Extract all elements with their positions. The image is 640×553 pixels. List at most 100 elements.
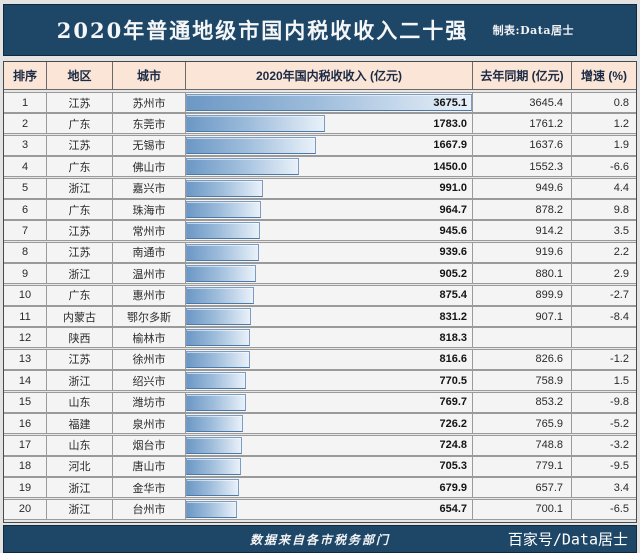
city-cell: 惠州市	[113, 285, 186, 305]
region-cell: 广东	[47, 285, 113, 305]
ranking-table: 排序 地区 城市 2020年国内税收收入 (亿元) 去年同期 (亿元) 增速 (…	[3, 61, 637, 523]
revenue-value: 875.4	[439, 289, 467, 302]
growth-cell: -2.7	[610, 289, 629, 302]
col-header-region: 地区	[47, 62, 113, 89]
city-cell: 台州市	[113, 499, 186, 519]
revenue-bar	[186, 329, 250, 347]
credit-label: 制表:Data居士	[492, 24, 574, 37]
page-title: 2020年普通地级市国内税收收入二十强	[56, 18, 469, 43]
growth-cell: -9.8	[610, 396, 629, 409]
table-row: 10 广东 惠州市 875.4 899.9 -2.7	[4, 284, 636, 306]
revenue-bar	[186, 436, 243, 454]
revenue-cell: 3675.1	[186, 93, 473, 112]
region-cell: 陕西	[47, 328, 113, 348]
city-cell: 常州市	[113, 221, 186, 241]
city-cell: 绍兴市	[113, 371, 186, 391]
city-cell: 金华市	[113, 478, 186, 498]
revenue-bar	[186, 500, 237, 518]
growth-cell: 3.4	[613, 481, 629, 494]
revenue-value: 654.7	[439, 503, 467, 516]
city-cell: 无锡市	[113, 135, 186, 155]
prev-year-cell: 758.9	[473, 371, 572, 391]
region-cell: 广东	[47, 114, 113, 134]
table-row: 16 福建 泉州市 726.2 765.9 -5.2	[4, 413, 636, 435]
growth-cell: 2.2	[613, 246, 629, 259]
rank-cell: 9	[4, 264, 47, 284]
revenue-bar	[186, 393, 246, 411]
revenue-bar	[186, 179, 264, 197]
revenue-cell: 945.6	[186, 221, 473, 241]
city-cell: 潍坊市	[113, 392, 186, 412]
prev-year-cell: 899.9	[473, 285, 572, 305]
city-cell: 烟台市	[113, 435, 186, 455]
revenue-value: 991.0	[439, 182, 467, 195]
growth-cell: 3.5	[613, 224, 629, 237]
rank-cell: 13	[4, 349, 47, 369]
revenue-bar	[186, 201, 262, 219]
rank-cell: 6	[4, 200, 47, 220]
table-row: 13 江苏 徐州市 816.6 826.6 -1.2	[4, 348, 636, 370]
rank-cell: 10	[4, 285, 47, 305]
revenue-bar	[186, 115, 325, 133]
region-cell: 江苏	[47, 349, 113, 369]
infographic: 2020年普通地级市国内税收收入二十强 制表:Data居士 排序 地区 城市 2…	[3, 4, 637, 553]
table-row: 1 江苏 苏州市 3675.1 3645.4 0.8	[4, 92, 636, 113]
city-cell: 南通市	[113, 242, 186, 262]
revenue-value: 816.6	[439, 353, 467, 366]
city-cell: 徐州市	[113, 349, 186, 369]
rank-cell: 20	[4, 499, 47, 519]
region-cell: 江苏	[47, 242, 113, 262]
growth-cell: -8.4	[610, 310, 629, 323]
prev-year-cell: 765.9	[473, 414, 572, 434]
rank-cell: 7	[4, 221, 47, 241]
prev-year-cell: 748.8	[473, 435, 572, 455]
revenue-cell: 939.6	[186, 242, 473, 262]
rank-cell: 11	[4, 307, 47, 327]
revenue-cell: 654.7	[186, 499, 473, 519]
revenue-value: 726.2	[439, 417, 467, 430]
revenue-value: 939.6	[439, 246, 467, 259]
region-cell: 内蒙古	[47, 307, 113, 327]
table-row: 8 江苏 南通市 939.6 919.6 2.2	[4, 241, 636, 263]
city-cell: 泉州市	[113, 414, 186, 434]
prev-year-cell: 1552.3	[473, 157, 572, 177]
city-cell: 鄂尔多斯	[113, 307, 186, 327]
revenue-cell: 724.8	[186, 435, 473, 455]
rank-cell: 1	[4, 93, 47, 112]
region-cell: 山东	[47, 392, 113, 412]
table-row: 15 山东 潍坊市 769.7 853.2 -9.8	[4, 391, 636, 413]
revenue-cell: 1667.9	[186, 135, 473, 155]
revenue-cell: 769.7	[186, 392, 473, 412]
table-body: 1 江苏 苏州市 3675.1 3645.4 0.8 2 广东 东莞市 1783…	[4, 90, 636, 522]
revenue-bar	[186, 350, 250, 368]
rank-cell: 12	[4, 328, 47, 348]
revenue-bar	[186, 136, 316, 154]
rank-cell: 17	[4, 435, 47, 455]
growth-cell: 4.4	[613, 182, 629, 195]
table-row: 18 河北 唐山市 705.3 779.1 -9.5	[4, 455, 636, 477]
revenue-bar	[186, 158, 299, 176]
revenue-value: 1450.0	[433, 160, 467, 173]
growth-cell: -9.5	[610, 460, 629, 473]
revenue-value: 705.3	[439, 460, 467, 473]
rank-cell: 14	[4, 371, 47, 391]
revenue-value: 818.3	[439, 331, 467, 344]
growth-cell: -5.2	[610, 417, 629, 430]
table-row: 4 广东 佛山市 1450.0 1552.3 -6.6	[4, 156, 636, 178]
prev-year-cell	[473, 328, 572, 348]
revenue-value: 679.9	[439, 481, 467, 494]
growth-cell: 0.8	[613, 96, 629, 109]
rank-cell: 19	[4, 478, 47, 498]
region-cell: 浙江	[47, 178, 113, 198]
revenue-cell: 770.5	[186, 371, 473, 391]
revenue-cell: 726.2	[186, 414, 473, 434]
table-row: 7 江苏 常州市 945.6 914.2 3.5	[4, 220, 636, 242]
revenue-cell: 705.3	[186, 456, 473, 476]
growth-cell: -6.6	[610, 160, 629, 173]
table-row: 12 陕西 榆林市 818.3	[4, 327, 636, 349]
revenue-cell: 1450.0	[186, 157, 473, 177]
region-cell: 江苏	[47, 135, 113, 155]
region-cell: 广东	[47, 200, 113, 220]
revenue-cell: 875.4	[186, 285, 473, 305]
prev-year-cell: 914.2	[473, 221, 572, 241]
